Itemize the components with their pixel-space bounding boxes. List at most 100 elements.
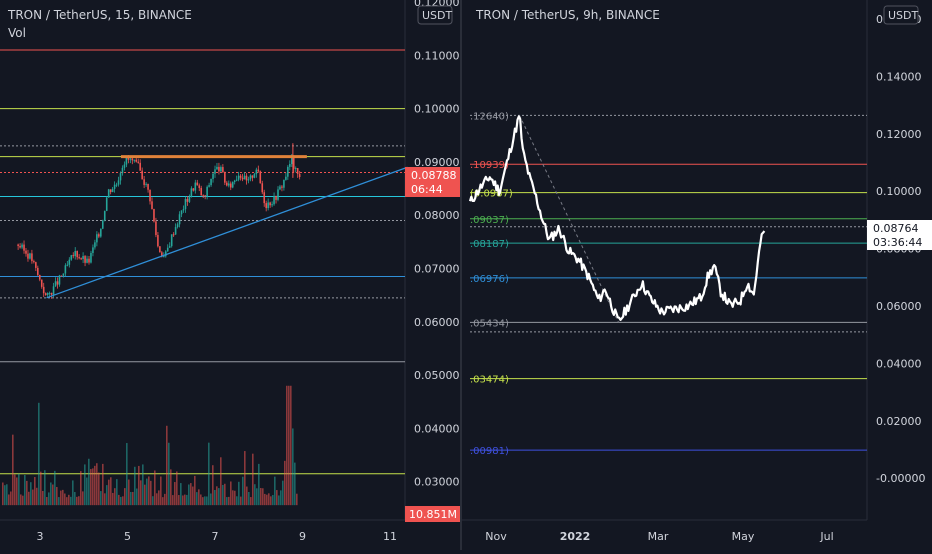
left-volume-bar (124, 488, 126, 506)
left-candle-body (279, 186, 281, 190)
left-candle-body (194, 182, 197, 191)
left-candle-body (192, 188, 195, 191)
left-volume-bar (242, 476, 244, 506)
right-chart[interactable]: .12640) .10939) (0.0987) .09037) .08187) .069… (462, 0, 932, 550)
left-candle-body (241, 177, 244, 180)
left-volume-bar (218, 488, 220, 506)
left-candle-body (60, 275, 63, 277)
left-volume-bar (186, 494, 188, 506)
left-volume-bar (6, 484, 8, 506)
left-candle-body (227, 183, 230, 186)
left-candle-body (170, 234, 173, 247)
left-volume-bar (78, 496, 80, 506)
left-candle-body (153, 208, 155, 222)
left-candle-body (131, 158, 134, 161)
left-volume-bar (158, 490, 160, 506)
left-volume-bar (82, 491, 84, 506)
left-volume-bar (38, 402, 40, 506)
left-candle-body (64, 265, 67, 274)
left-volume-bar (188, 484, 190, 506)
left-volume-bar (264, 493, 266, 506)
left-candle-body (155, 221, 157, 236)
left-volume-bar (148, 476, 150, 506)
left-candle-body (259, 171, 262, 184)
left-candle-body (58, 275, 61, 285)
left-volume-bar (278, 495, 280, 506)
left-indicator-label[interactable]: Vol (8, 26, 26, 40)
right-x-tick-label: Nov (485, 530, 507, 543)
left-volume-bar (84, 464, 86, 506)
left-candle-body (180, 210, 183, 215)
left-volume-bar (224, 483, 226, 506)
left-candle-body (115, 184, 118, 186)
left-volume-bar (290, 385, 292, 506)
left-candle-body (29, 253, 31, 259)
right-fib-label: .00981) (470, 446, 509, 457)
left-candle-body (283, 179, 285, 188)
left-y-tick-label: 0.10000 (414, 103, 460, 116)
left-volume-bar (24, 474, 26, 506)
left-candle-body (151, 201, 153, 209)
left-volume-bar (72, 480, 74, 506)
right-fib-label: .06976) (470, 274, 509, 285)
left-price-tag (405, 167, 460, 197)
left-volume-bar (252, 453, 254, 506)
left-volume-bar (138, 465, 140, 506)
left-volume-bar (210, 493, 212, 506)
left-candle-body (84, 256, 86, 263)
left-volume-bar (104, 493, 106, 506)
left-volume-bar (2, 482, 4, 506)
left-volume-bar (150, 480, 152, 506)
left-volume-bar (86, 477, 88, 506)
left-volume-bar (68, 494, 70, 506)
left-candle-body (141, 170, 143, 180)
left-candle-body (44, 293, 47, 296)
left-volume-bar (36, 487, 38, 506)
left-volume-bar (142, 464, 144, 506)
left-volume-bar (260, 488, 262, 506)
left-volume-bar (20, 494, 22, 506)
left-candle-body (200, 187, 203, 196)
left-candle-body (298, 173, 301, 177)
left-y-tick-label: 0.05000 (414, 369, 460, 382)
left-volume-bar (112, 492, 114, 506)
left-volume-bar (136, 488, 138, 506)
left-volume-bar (132, 491, 134, 506)
left-candle-body (290, 157, 293, 164)
left-price-label: 0.08788 (411, 169, 457, 182)
left-volume-bar (172, 495, 174, 506)
left-candle-body (38, 274, 41, 280)
left-volume-bar (16, 477, 18, 506)
left-candle-body (88, 258, 90, 263)
panel-divider[interactable] (460, 0, 462, 550)
left-volume-label: 10.851M (409, 508, 457, 521)
left-volume-bar (146, 478, 148, 506)
right-x-tick-label: Jul (819, 530, 833, 543)
left-volume-bar (56, 486, 58, 506)
left-volume-bar (22, 495, 24, 506)
left-candle-body (204, 195, 206, 197)
left-currency-badge (417, 5, 453, 25)
left-chart-panel[interactable]: 0.12000 0.11000 0.10000 0.09000 0.08000 0.070… (0, 0, 460, 550)
left-volume-bar (204, 496, 206, 506)
left-volume-bar (262, 488, 264, 506)
left-candle-body (78, 257, 80, 259)
left-candle-body (247, 179, 250, 181)
left-candle-body (123, 164, 126, 168)
left-volume-bar (230, 481, 232, 506)
left-candle-body (127, 157, 130, 160)
left-chart[interactable]: 0.12000 0.11000 0.10000 0.09000 0.08000 0.070… (0, 0, 460, 550)
left-candle-body (233, 180, 236, 183)
left-volume-bar (160, 476, 162, 506)
left-candle-body (231, 182, 234, 188)
left-candle-body (275, 195, 277, 200)
left-volume-bar (176, 471, 178, 506)
left-candle-body (255, 169, 258, 175)
left-candle-body (237, 175, 240, 180)
left-candle-body (235, 179, 238, 181)
right-chart-panel[interactable]: .12640) .10939) (0.0987) .09037) .08187) .069… (462, 0, 932, 550)
left-candle-body (285, 176, 287, 180)
left-candle-body (68, 259, 71, 265)
left-candle-body (176, 224, 179, 228)
left-volume-bar (286, 385, 288, 506)
